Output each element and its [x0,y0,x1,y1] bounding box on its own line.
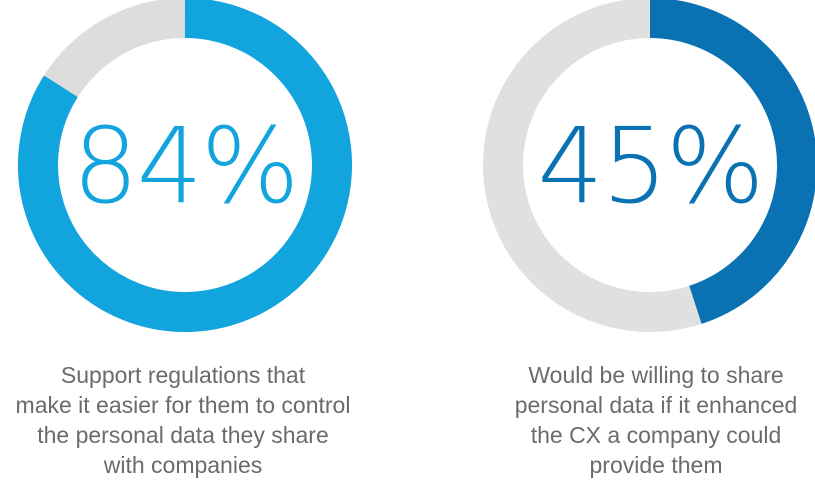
donut-panel-regulations: 84% Support regulations that make it eas… [0,0,383,480]
caption: Support regulations that make it easier … [0,360,383,480]
donut-slice-value [18,0,352,332]
caption-line: the personal data they share [37,422,329,448]
caption-line: make it easier for them to control [15,392,351,418]
donut-chart-share-data: 45% [483,0,815,332]
caption-line: provide them [589,452,723,478]
caption-line: the CX a company could [530,422,782,448]
donut-slice-value [649,0,815,324]
caption-line: personal data if it enhanced [514,392,798,418]
donut-panel-share-data: 45% Would be willing to share personal d… [456,0,815,480]
caption-line: Support regulations that [60,362,306,388]
percent-label: 45% [537,105,762,227]
caption-line: with companies [103,452,263,478]
donut-chart-regulations: 84% [18,0,352,332]
caption-line: Would be willing to share [528,362,784,388]
percent-label: 84% [72,105,297,227]
caption: Would be willing to share personal data … [456,360,815,480]
